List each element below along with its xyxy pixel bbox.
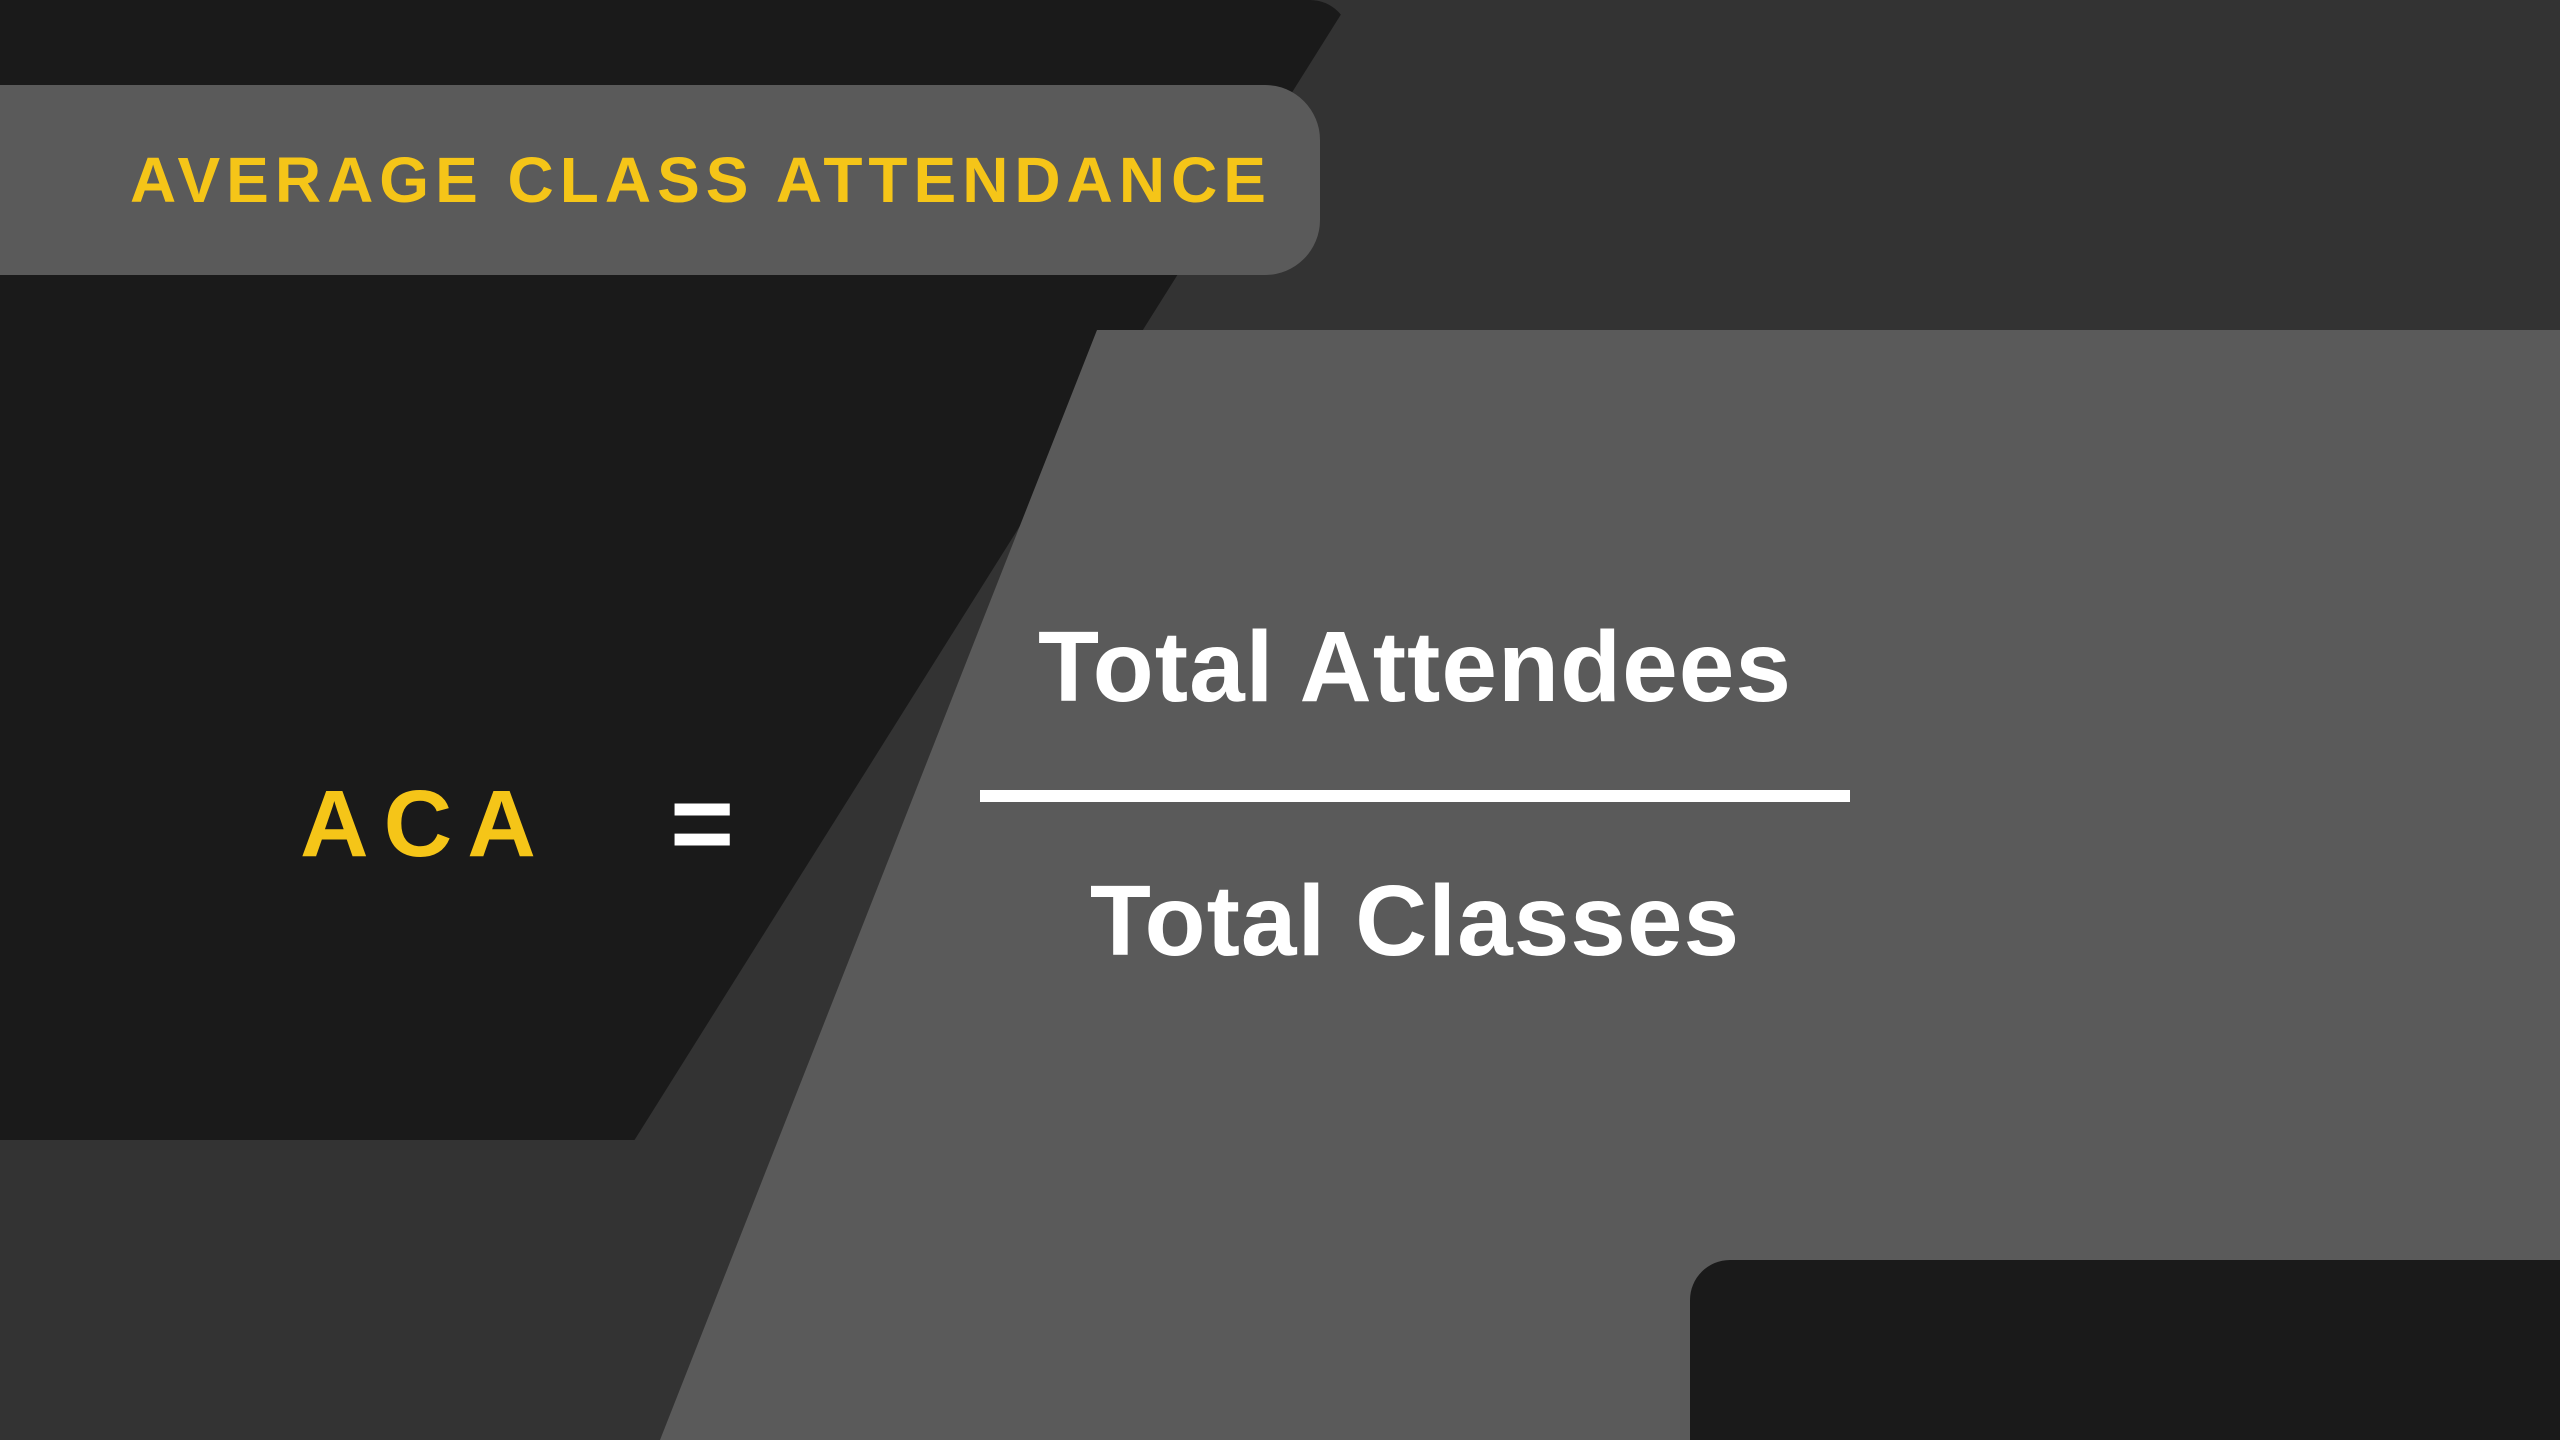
background-bottom-shape bbox=[1690, 1260, 2560, 1440]
page-title: AVERAGE CLASS ATTENDANCE bbox=[130, 143, 1272, 217]
title-banner: AVERAGE CLASS ATTENDANCE bbox=[0, 85, 1320, 275]
fraction: Total Attendees Total Classes bbox=[980, 610, 1850, 979]
equals-sign: = bbox=[670, 760, 734, 887]
fraction-line bbox=[980, 790, 1850, 802]
fraction-numerator: Total Attendees bbox=[1038, 610, 1792, 725]
fraction-denominator: Total Classes bbox=[1090, 864, 1740, 979]
formula-result-label: ACA bbox=[300, 770, 551, 879]
